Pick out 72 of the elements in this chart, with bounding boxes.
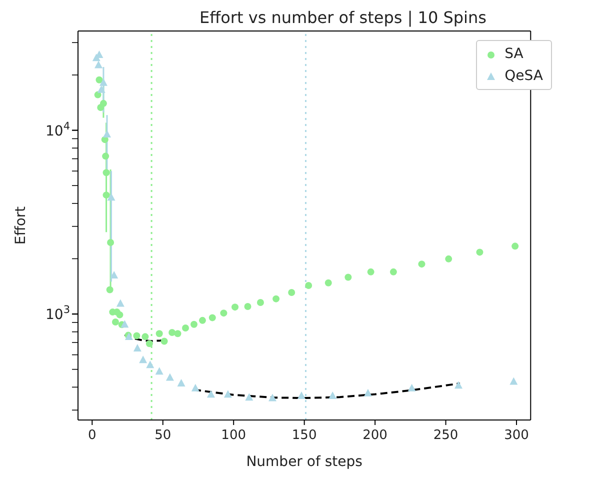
point (102, 169, 110, 176)
point (102, 152, 110, 160)
legend-label: QeSA (504, 67, 543, 86)
point (160, 338, 168, 345)
point (142, 333, 149, 340)
point (97, 85, 106, 93)
point (146, 360, 154, 368)
point (364, 388, 372, 396)
point (367, 268, 374, 276)
x-tick-label: 0 (88, 428, 96, 443)
point (110, 271, 118, 279)
point (418, 260, 426, 268)
point (224, 390, 232, 398)
x-tick-label: 250 (433, 428, 458, 443)
point (96, 76, 103, 84)
point (139, 356, 148, 364)
point (245, 393, 254, 401)
point (344, 274, 352, 281)
point (256, 299, 264, 306)
point (177, 378, 186, 386)
point (454, 381, 462, 389)
point (476, 248, 484, 256)
point (112, 318, 119, 326)
point (328, 391, 337, 399)
x-tick-label: 300 (504, 428, 529, 443)
point (244, 302, 252, 310)
point (390, 268, 397, 276)
point (116, 311, 124, 318)
point (174, 330, 182, 338)
point (208, 314, 216, 322)
point (100, 100, 107, 107)
point (512, 242, 519, 250)
point (190, 320, 198, 328)
x-tick-label: 100 (221, 428, 246, 443)
y-tick-label: 10$^{3}$ (45, 304, 70, 324)
point (155, 367, 164, 375)
point (198, 316, 206, 324)
y-axis-title: Effort (12, 206, 29, 245)
y-tick-label: 10$^{4}$ (45, 120, 70, 140)
point (156, 330, 163, 338)
point (182, 324, 189, 332)
point (297, 391, 306, 399)
x-tick-label: 50 (154, 428, 172, 443)
point (166, 373, 174, 381)
point (146, 340, 153, 348)
x-axis-title: Number of steps (246, 454, 362, 470)
point (232, 304, 239, 311)
legend-label: SA (504, 45, 524, 64)
x-tick-label: 200 (362, 428, 388, 443)
point (107, 239, 114, 246)
point (305, 282, 312, 289)
point (288, 288, 296, 296)
point (191, 384, 200, 392)
point (168, 329, 176, 336)
point (206, 390, 215, 398)
point (133, 344, 142, 352)
point (102, 192, 110, 199)
chart-title: Effort vs number of steps | 10 Spins (198, 8, 488, 29)
point (445, 255, 452, 262)
point (133, 332, 140, 340)
point (268, 394, 276, 402)
x-tick-label: 150 (292, 428, 317, 443)
point (106, 286, 114, 294)
point (510, 377, 518, 385)
point (272, 295, 280, 302)
point (324, 279, 332, 286)
point (120, 320, 129, 328)
point (102, 130, 111, 138)
point (116, 299, 124, 307)
point (220, 310, 228, 317)
point (94, 60, 103, 68)
point (408, 384, 416, 392)
